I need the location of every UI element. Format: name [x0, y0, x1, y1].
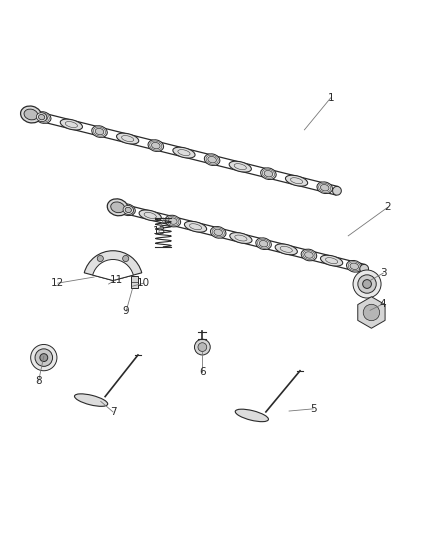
Ellipse shape [214, 229, 223, 236]
Ellipse shape [286, 175, 307, 186]
Ellipse shape [301, 249, 317, 261]
Ellipse shape [259, 240, 268, 247]
Circle shape [123, 255, 129, 262]
Ellipse shape [205, 154, 220, 165]
Text: 8: 8 [35, 376, 42, 386]
Ellipse shape [169, 218, 177, 224]
Ellipse shape [173, 147, 195, 158]
Circle shape [198, 343, 207, 351]
Ellipse shape [264, 171, 273, 177]
Ellipse shape [139, 210, 161, 221]
Ellipse shape [210, 227, 226, 238]
Circle shape [363, 304, 380, 321]
Ellipse shape [107, 199, 128, 216]
Ellipse shape [321, 184, 329, 191]
Ellipse shape [350, 263, 359, 270]
Ellipse shape [92, 126, 107, 138]
Ellipse shape [74, 394, 108, 406]
Wedge shape [93, 260, 133, 280]
Ellipse shape [184, 221, 207, 232]
Text: 4: 4 [380, 298, 387, 309]
Circle shape [358, 275, 376, 293]
Ellipse shape [111, 202, 124, 213]
Circle shape [97, 255, 103, 262]
Ellipse shape [165, 215, 180, 227]
Circle shape [31, 344, 57, 371]
Circle shape [40, 354, 48, 361]
Text: 2: 2 [384, 203, 391, 212]
Text: 3: 3 [380, 268, 387, 278]
Ellipse shape [275, 244, 297, 255]
Circle shape [194, 339, 210, 355]
Ellipse shape [24, 109, 38, 120]
Ellipse shape [123, 206, 134, 214]
Ellipse shape [117, 133, 139, 144]
Ellipse shape [321, 255, 343, 266]
Text: 11: 11 [110, 274, 123, 285]
Ellipse shape [95, 128, 104, 135]
Wedge shape [84, 251, 142, 280]
Ellipse shape [229, 161, 251, 172]
Circle shape [35, 349, 53, 366]
Text: 7: 7 [110, 407, 117, 417]
Ellipse shape [39, 115, 45, 120]
Ellipse shape [39, 114, 47, 121]
Ellipse shape [123, 207, 132, 213]
Ellipse shape [305, 252, 313, 258]
Ellipse shape [208, 156, 216, 163]
Ellipse shape [21, 106, 41, 123]
Bar [131, 276, 138, 287]
Text: 1: 1 [327, 93, 334, 103]
Text: 10: 10 [137, 278, 150, 288]
Text: 9: 9 [123, 306, 130, 316]
Text: 13: 13 [152, 227, 166, 237]
Ellipse shape [332, 187, 341, 195]
Ellipse shape [346, 261, 362, 272]
Circle shape [353, 270, 381, 298]
Ellipse shape [317, 182, 332, 193]
Ellipse shape [152, 142, 160, 149]
Ellipse shape [35, 112, 51, 123]
Ellipse shape [148, 140, 163, 151]
Ellipse shape [235, 409, 268, 422]
Ellipse shape [230, 232, 252, 244]
Polygon shape [358, 297, 385, 328]
Ellipse shape [60, 119, 82, 130]
Text: 6: 6 [199, 367, 206, 377]
Ellipse shape [120, 204, 135, 216]
Ellipse shape [125, 207, 131, 213]
Text: 5: 5 [310, 404, 317, 414]
Text: 12: 12 [51, 278, 64, 288]
Ellipse shape [261, 168, 276, 180]
Ellipse shape [360, 264, 368, 273]
Circle shape [363, 280, 371, 288]
Ellipse shape [36, 112, 47, 122]
Ellipse shape [256, 238, 272, 249]
